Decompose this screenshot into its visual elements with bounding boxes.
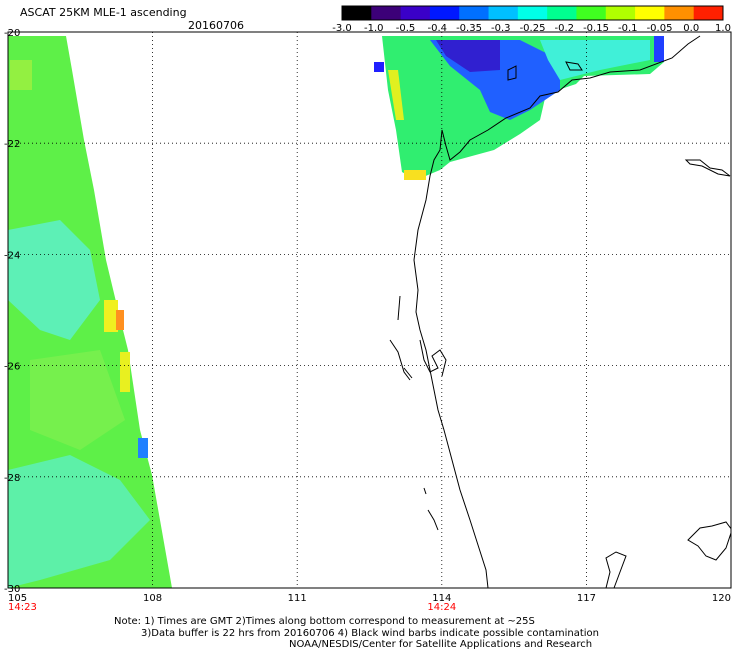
western-swath-cyan xyxy=(8,220,100,340)
colorbar-swatch xyxy=(371,6,402,20)
colorbar-label: -0.2 xyxy=(554,23,574,34)
x-tick-label: 117 xyxy=(577,593,596,604)
northeast-swath-yellow xyxy=(388,70,404,120)
note-line-3: NOAA/NESDIS/Center for Satellite Applica… xyxy=(289,639,593,650)
western-swath-cyan-south xyxy=(8,455,150,588)
colorbar-label: -0.5 xyxy=(396,23,416,34)
colorbar-swatch xyxy=(400,6,431,20)
coastline xyxy=(413,35,701,588)
note-line-2: 3)Data buffer is 22 hrs from 20160706 4)… xyxy=(141,628,599,639)
western-swath-yellow-3 xyxy=(10,60,32,90)
colorbar: -3.0 -1.0 -0.5 -0.4 -0.35 -0.3 -0.25 -0.2 -0.15-… xyxy=(332,5,731,34)
y-tick-label: -20 xyxy=(4,28,20,39)
colorbar-label: 1.0 xyxy=(715,23,731,34)
colorbar-swatch xyxy=(635,6,665,20)
colorbar-swatch xyxy=(664,6,695,20)
colorbar-swatch xyxy=(517,6,548,20)
x-tick-label: 111 xyxy=(288,593,307,604)
time-labels: 14:23 14:24 xyxy=(8,602,456,613)
x-tick-label: 114 xyxy=(432,593,451,604)
colorbar-swatch xyxy=(547,6,577,20)
western-swath-green-band xyxy=(30,350,125,450)
colorbar-swatch xyxy=(605,6,636,20)
colorbar-swatch xyxy=(342,6,372,20)
colorbar-label: -0.1 xyxy=(618,23,638,34)
western-swath-yellow xyxy=(104,300,118,332)
y-tick-label: -22 xyxy=(4,139,20,150)
wind-data-swaths xyxy=(8,35,731,588)
colorbar-swatch xyxy=(459,6,490,20)
colorbar-swatch xyxy=(693,6,724,20)
northeast-swath-yellow-tip xyxy=(404,170,426,180)
colorbar-label: -0.05 xyxy=(647,23,673,34)
colorbar-swatch xyxy=(576,6,607,20)
colorbar-label: -0.15 xyxy=(583,23,609,34)
colorbar-label: -0.35 xyxy=(456,23,482,34)
x-tick-label: 120 xyxy=(712,593,731,604)
island-small-1 xyxy=(507,65,517,81)
y-tick-label: -26 xyxy=(4,362,20,373)
colorbar-label: -0.4 xyxy=(427,23,447,34)
island-east xyxy=(684,159,731,177)
colorbar-label: -0.3 xyxy=(491,23,511,34)
northeast-swath-deepblue xyxy=(436,40,500,72)
northeast-swath-cyan xyxy=(540,40,650,80)
time-label: 14:23 xyxy=(8,602,37,613)
northeast-swath-blue-west xyxy=(374,62,384,72)
western-swath-yellow-2 xyxy=(120,352,130,392)
y-tick-label: -24 xyxy=(4,250,20,261)
lat-lon-grid xyxy=(8,32,731,588)
colorbar-label: 0.0 xyxy=(683,23,699,34)
shark-bay-outline xyxy=(389,295,447,381)
colorbar-label: -1.0 xyxy=(364,23,384,34)
map-date: 20160706 xyxy=(188,19,244,32)
northeast-swath-blue-corner xyxy=(654,36,664,62)
x-tick-label: 108 xyxy=(143,593,162,604)
colorbar-label: -3.0 xyxy=(332,23,352,34)
map-title: ASCAT 25KM MLE-1 ascending xyxy=(20,6,187,19)
western-swath-blue xyxy=(138,438,148,458)
colorbar-swatch xyxy=(488,6,519,20)
colorbar-frame xyxy=(341,5,724,21)
y-axis-labels: -20 -22 -24 -26 -28 -30 xyxy=(4,28,20,595)
colorbar-label: -0.25 xyxy=(520,23,546,34)
y-tick-label: -30 xyxy=(4,584,20,595)
x-tick-label: 105 xyxy=(8,593,27,604)
colorbar-swatch xyxy=(429,6,460,20)
southwest-land-outline xyxy=(423,487,731,588)
plot-frame xyxy=(7,31,732,589)
western-swath-orange xyxy=(116,310,124,330)
time-label: 14:24 xyxy=(427,602,456,613)
note-line-1: Note: 1) Times are GMT 2)Times along bot… xyxy=(114,616,535,627)
x-axis-labels: 105 108 111 114 117 120 xyxy=(8,593,731,604)
island-small-2 xyxy=(565,61,583,71)
y-tick-label: -28 xyxy=(4,473,20,484)
